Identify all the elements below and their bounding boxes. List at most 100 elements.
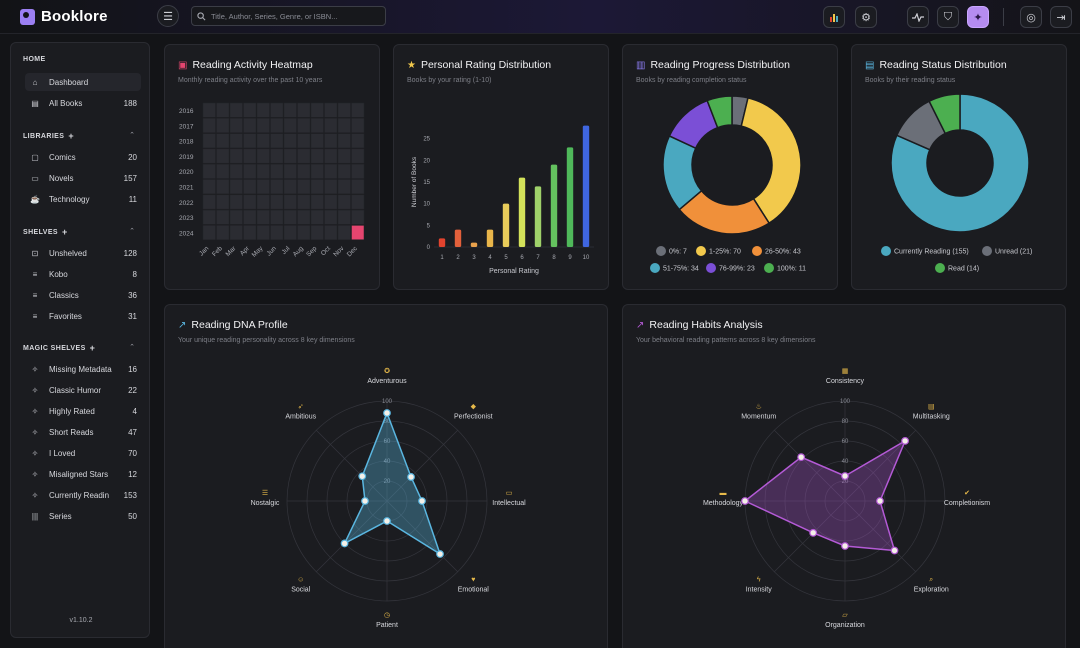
legend-label: 26-50%: 43	[765, 249, 801, 256]
sidebar-item-kobo[interactable]: ≡ Kobo 8	[25, 265, 141, 283]
heatmap-cell	[297, 225, 311, 240]
chevron-up-icon[interactable]: ⌃	[129, 228, 135, 235]
sidebar-item-favorites[interactable]: ≡ Favorites 31	[25, 307, 141, 325]
add-magic-shelf-icon[interactable]: +	[89, 343, 96, 353]
radar-spoke	[844, 500, 916, 572]
radar-tick-label: 20	[842, 479, 849, 485]
search-placeholder: Title, Author, Series, Genre, or ISBN...	[211, 11, 338, 21]
settings-button[interactable]: ⚙	[855, 6, 877, 28]
heatmap-cell	[337, 179, 351, 195]
sidebar-item-dashboard[interactable]: ⌂ Dashboard	[25, 73, 141, 91]
rating-bar	[502, 203, 510, 247]
heatmap-cell	[297, 133, 311, 149]
document-icon: ▤	[865, 59, 875, 71]
sidebar-item-series[interactable]: ||| Series 50	[25, 507, 141, 525]
sidebar-item-i-loved[interactable]: ✧ I Loved 70	[25, 444, 141, 462]
heatmap-cell	[337, 225, 351, 240]
books-icon: ▤	[928, 404, 935, 411]
menu-toggle-button[interactable]: ☰	[157, 5, 179, 27]
add-shelf-icon[interactable]: +	[61, 227, 68, 237]
heatmap-cell	[324, 194, 338, 210]
rating-bar	[550, 164, 558, 247]
pie-slice	[928, 93, 961, 135]
books-icon: ▤	[31, 98, 39, 108]
pie-slice	[890, 93, 1030, 233]
radar-tick-label: 80	[384, 419, 391, 425]
y-tick-label: 0	[427, 245, 431, 251]
heatmap-year-label: 2021	[179, 185, 194, 192]
magic-icon: ✧	[31, 469, 39, 479]
progress-chart: 0%: 7 1-25%: 70 26-50%: 43 51-75%: 34 76-99%…	[650, 95, 806, 273]
search-input[interactable]: Title, Author, Series, Genre, or ISBN...	[191, 6, 386, 26]
radar-point	[841, 542, 849, 550]
heatmap-chart: 2016 2017 2018 2019 2020 2021 2022 2023 2024 Jan F…	[179, 102, 365, 259]
heatmap-cell	[297, 179, 311, 195]
x-tick-label: 8	[552, 255, 556, 261]
activity-button[interactable]	[907, 6, 929, 28]
heatmap-cell	[270, 133, 284, 149]
heatmap-cell	[324, 102, 338, 118]
heatmap-cell	[297, 194, 311, 210]
magic-button[interactable]: ✦	[967, 6, 989, 28]
heatmap-month-label: Jan	[198, 245, 211, 258]
radar-axis-label: Intensity	[746, 586, 773, 593]
sidebar-section-magic-shelves: MAGIC SHELVES +	[23, 343, 96, 353]
sidebar-item-technology[interactable]: ☕ Technology 11	[25, 190, 141, 208]
sidebar-item-currently-readin[interactable]: ✧ Currently Readin 153	[25, 486, 141, 504]
sidebar-item-novels[interactable]: ▭ Novels 157	[25, 169, 141, 187]
heatmap-cell	[243, 133, 257, 149]
logout-button[interactable]: ⇥	[1050, 6, 1072, 28]
chevron-up-icon[interactable]: ⌃	[129, 344, 135, 351]
progress-card: ▥ Reading Progress Distribution Books by …	[622, 44, 838, 290]
trend-icon: ↗	[178, 319, 187, 331]
radar-point	[361, 497, 369, 505]
radar-spoke	[386, 430, 458, 502]
sidebar-item-label: I Loved	[49, 448, 76, 458]
sidebar-item-classics[interactable]: ≡ Classics 36	[25, 286, 141, 304]
x-tick-label: 3	[472, 255, 476, 261]
heatmap-cell	[351, 118, 365, 133]
sidebar-item-short-reads[interactable]: ✧ Short Reads 47	[25, 423, 141, 441]
logo[interactable]: Booklore	[20, 8, 108, 25]
chevron-up-icon[interactable]: ⌃	[129, 132, 135, 139]
profile-button[interactable]: ◎	[1020, 6, 1042, 28]
heatmap-cell	[324, 133, 338, 149]
rating-bar	[470, 242, 478, 247]
dna-card: ↗ Reading DNA Profile Your unique reading…	[164, 304, 608, 648]
radar-axis-label: Ambitious	[285, 414, 316, 421]
shield-button[interactable]: ⛉	[937, 6, 959, 28]
heatmap-subtitle: Monthly reading activity over the past 1…	[178, 77, 323, 84]
legend-swatch	[696, 246, 706, 256]
sidebar-item-unshelved[interactable]: ⊡ Unshelved 128	[25, 244, 141, 262]
heatmap-cell	[256, 118, 270, 133]
radar-axis-label: Adventurous	[367, 378, 407, 385]
heatmap-month-label: Mar	[225, 245, 238, 258]
radar-tick-label: 60	[384, 439, 391, 445]
sidebar-item-label: Kobo	[49, 269, 68, 279]
add-library-icon[interactable]: +	[68, 131, 74, 141]
heatmap-cell	[283, 179, 297, 195]
heatmap-cell	[283, 194, 297, 210]
sidebar-item-highly-rated[interactable]: ✧ Highly Rated 4	[25, 402, 141, 420]
sidebar-item-missing-metadata[interactable]: ✧ Missing Metadata 16	[25, 360, 141, 378]
legend-label: 76-99%: 23	[719, 266, 755, 273]
heatmap-cell	[310, 133, 324, 149]
sidebar-item-misaligned-stars[interactable]: ✧ Misaligned Stars 12	[25, 465, 141, 483]
radar-spoke	[774, 430, 846, 502]
sidebar-item-classic-humor[interactable]: ✧ Classic Humor 22	[25, 381, 141, 399]
radar-spoke	[774, 500, 846, 572]
book-icon: ▭	[506, 490, 513, 497]
sidebar-item-all-books[interactable]: ▤ All Books 188	[25, 94, 141, 112]
heatmap-year-label: 2019	[179, 154, 194, 161]
radar-point	[890, 546, 899, 555]
shelf-icon: ≡	[32, 290, 38, 300]
heatmap-cell	[310, 225, 324, 240]
scroll-icon: ☰	[262, 490, 268, 497]
heatmap-cell	[243, 194, 257, 210]
radar-tick-label: 100	[840, 399, 851, 405]
heatmap-cell	[256, 179, 270, 195]
heatmap-year-label: 2017	[179, 123, 194, 130]
sidebar-item-comics[interactable]: ▢ Comics 20	[25, 148, 141, 166]
stats-button[interactable]	[823, 6, 845, 28]
status-title: ▤ Reading Status Distribution	[865, 59, 1007, 71]
